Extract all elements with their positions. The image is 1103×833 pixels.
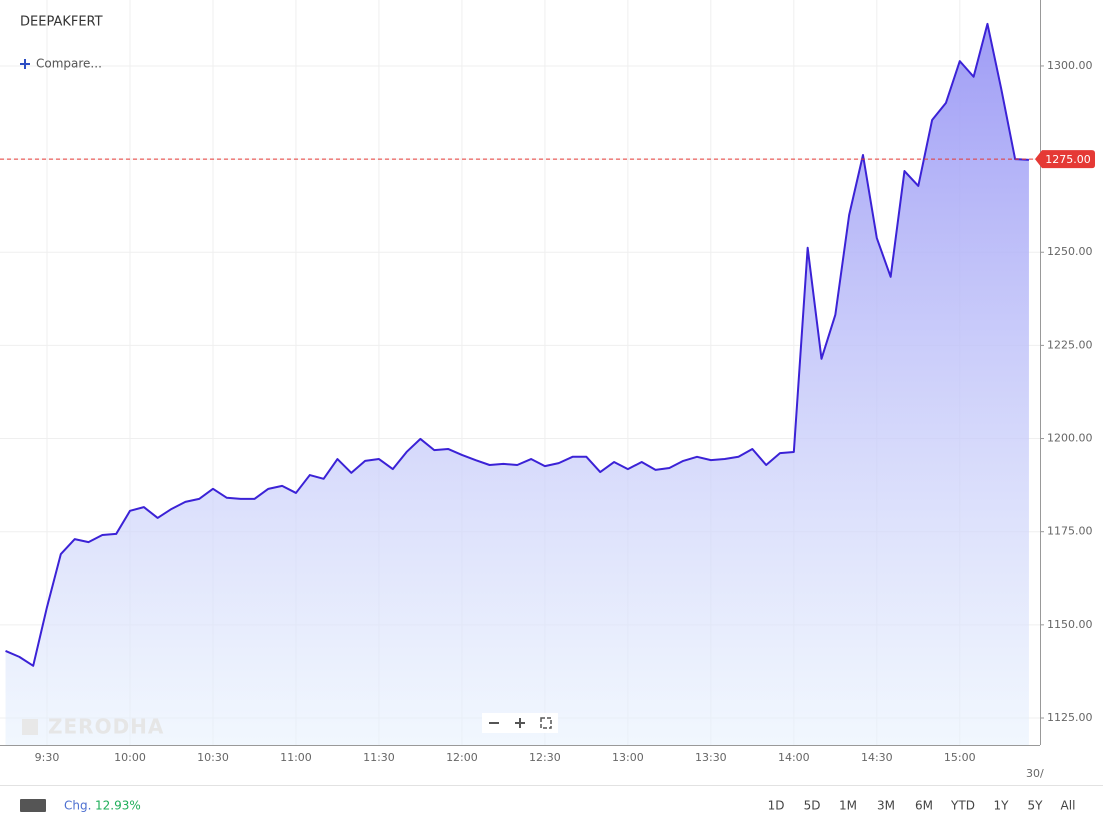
x-tick-label: 10:00 [114, 751, 146, 764]
x-tick-label: 11:00 [280, 751, 312, 764]
x-tick-label: 10:30 [197, 751, 229, 764]
x-tick-label: 12:00 [446, 751, 478, 764]
date-label: 30/ [1026, 767, 1044, 780]
range-button[interactable]: YTD [950, 799, 975, 813]
watermark: ZERODHA [48, 715, 164, 739]
y-tick-label: 1300.00 [1047, 59, 1093, 72]
x-tick-label: 14:30 [861, 751, 893, 764]
keyboard-button[interactable] [20, 799, 46, 812]
y-tick-label: 1200.00 [1047, 432, 1093, 445]
price-line [5, 22, 1029, 667]
range-buttons: 1D 5D 1M 3M 6M YTD 1Y 5Y All [768, 799, 1076, 813]
zoom-in[interactable] [515, 718, 525, 728]
x-tick-label: 13:30 [695, 751, 727, 764]
compare-button[interactable]: Compare... [20, 57, 102, 71]
range-button[interactable]: 3M [877, 799, 895, 813]
fullscreen-icon [540, 717, 552, 729]
x-tick-label: 13:00 [612, 751, 644, 764]
range-button[interactable]: 5Y [1028, 799, 1044, 813]
y-tick-label: 1175.00 [1047, 525, 1093, 538]
change-label: Chg. [64, 799, 91, 813]
y-tick-label: 1150.00 [1047, 618, 1093, 631]
y-tick-label: 1125.00 [1047, 711, 1093, 724]
keyboard-icon [20, 799, 46, 812]
x-tick-label: 15:00 [944, 751, 976, 764]
zoom-controls [482, 713, 558, 733]
y-tick-label: 1225.00 [1047, 338, 1093, 351]
compare-label[interactable]: Compare... [36, 57, 102, 71]
x-tick-label: 11:30 [363, 751, 395, 764]
current-price-tag [1035, 150, 1095, 169]
y-tick-label: 1250.00 [1047, 245, 1093, 258]
x-tick-label: 14:00 [778, 751, 810, 764]
x-tick-label: 12:30 [529, 751, 561, 764]
symbol: DEEPAKFERT [20, 15, 103, 30]
current-price-label: 1275.00 [1045, 153, 1091, 166]
range-button[interactable]: 1M [839, 799, 857, 813]
plot [0, 22, 1040, 746]
x-tick-label: 9:30 [35, 751, 60, 764]
fullscreen[interactable] [540, 717, 552, 729]
change-value: 12.93% [95, 799, 141, 813]
watermark-icon [22, 719, 38, 735]
range-button[interactable]: 1Y [994, 799, 1010, 813]
area-fill [5, 23, 1029, 746]
range-button[interactable]: All [1061, 799, 1076, 813]
range-button[interactable]: 6M [915, 799, 933, 813]
range-button[interactable]: 5D [804, 799, 821, 813]
range-button[interactable]: 1D [768, 799, 785, 813]
